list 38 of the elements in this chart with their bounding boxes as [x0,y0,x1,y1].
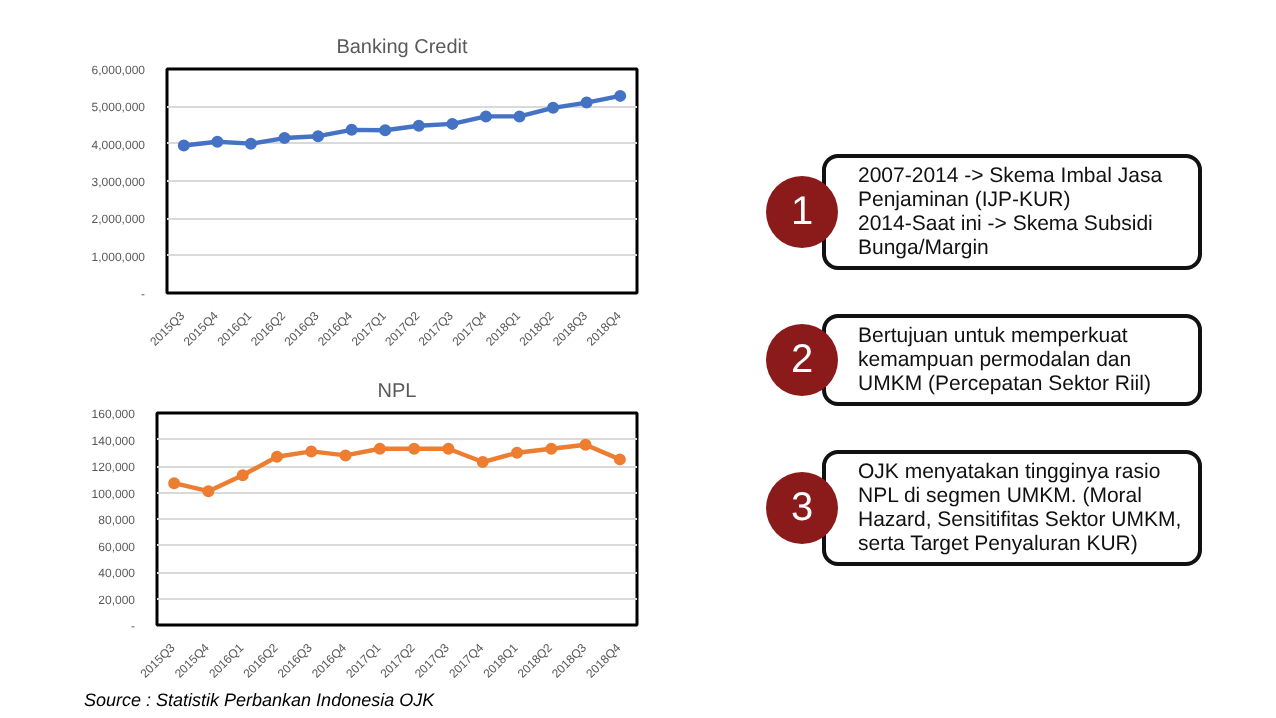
point [244,137,257,150]
point [373,442,386,455]
point [168,477,181,490]
text: 1 [766,176,838,248]
point [211,135,224,148]
point [479,110,492,123]
point [379,124,392,137]
point [345,123,358,136]
point [339,449,352,462]
text: 2007-2014 -> Skema Imbal Jasa Penjaminan (IJP-KUR) [858,164,1163,212]
chart-title: NPL [377,381,418,403]
point [408,442,421,455]
text: OJK menyatakan tingginya rasio NPL di segmen UMKM. (Moral Hazard, Sensitifitas Sektor UMKM, serta Target Penyaluran KUR) [822,450,1202,566]
point [271,450,283,463]
point [476,456,489,469]
point [278,132,291,145]
point [446,117,459,130]
text: 2014-Saat ini -> Skema Subsidi Bunga/Margin [858,212,1153,260]
point [580,96,593,109]
point [513,110,526,123]
chart-title: Banking Credit [336,37,469,59]
point [545,442,558,455]
text: 2 [766,324,838,396]
point [305,445,318,458]
point [312,130,325,143]
point [442,442,455,455]
source-note: Source : Statistik Perbankan Indonesia OJK [84,690,435,710]
point [547,101,560,114]
point [412,119,425,132]
point [614,89,627,102]
text: 3 [766,472,838,544]
point [177,139,190,152]
point [613,453,626,466]
point [236,469,249,482]
point [579,438,592,451]
text: Bertujuan untuk memperkuat kemampuan permodalan dan UMKM (Percepatan Sektor Riil) [822,314,1202,406]
point [511,446,523,459]
point [202,485,215,498]
